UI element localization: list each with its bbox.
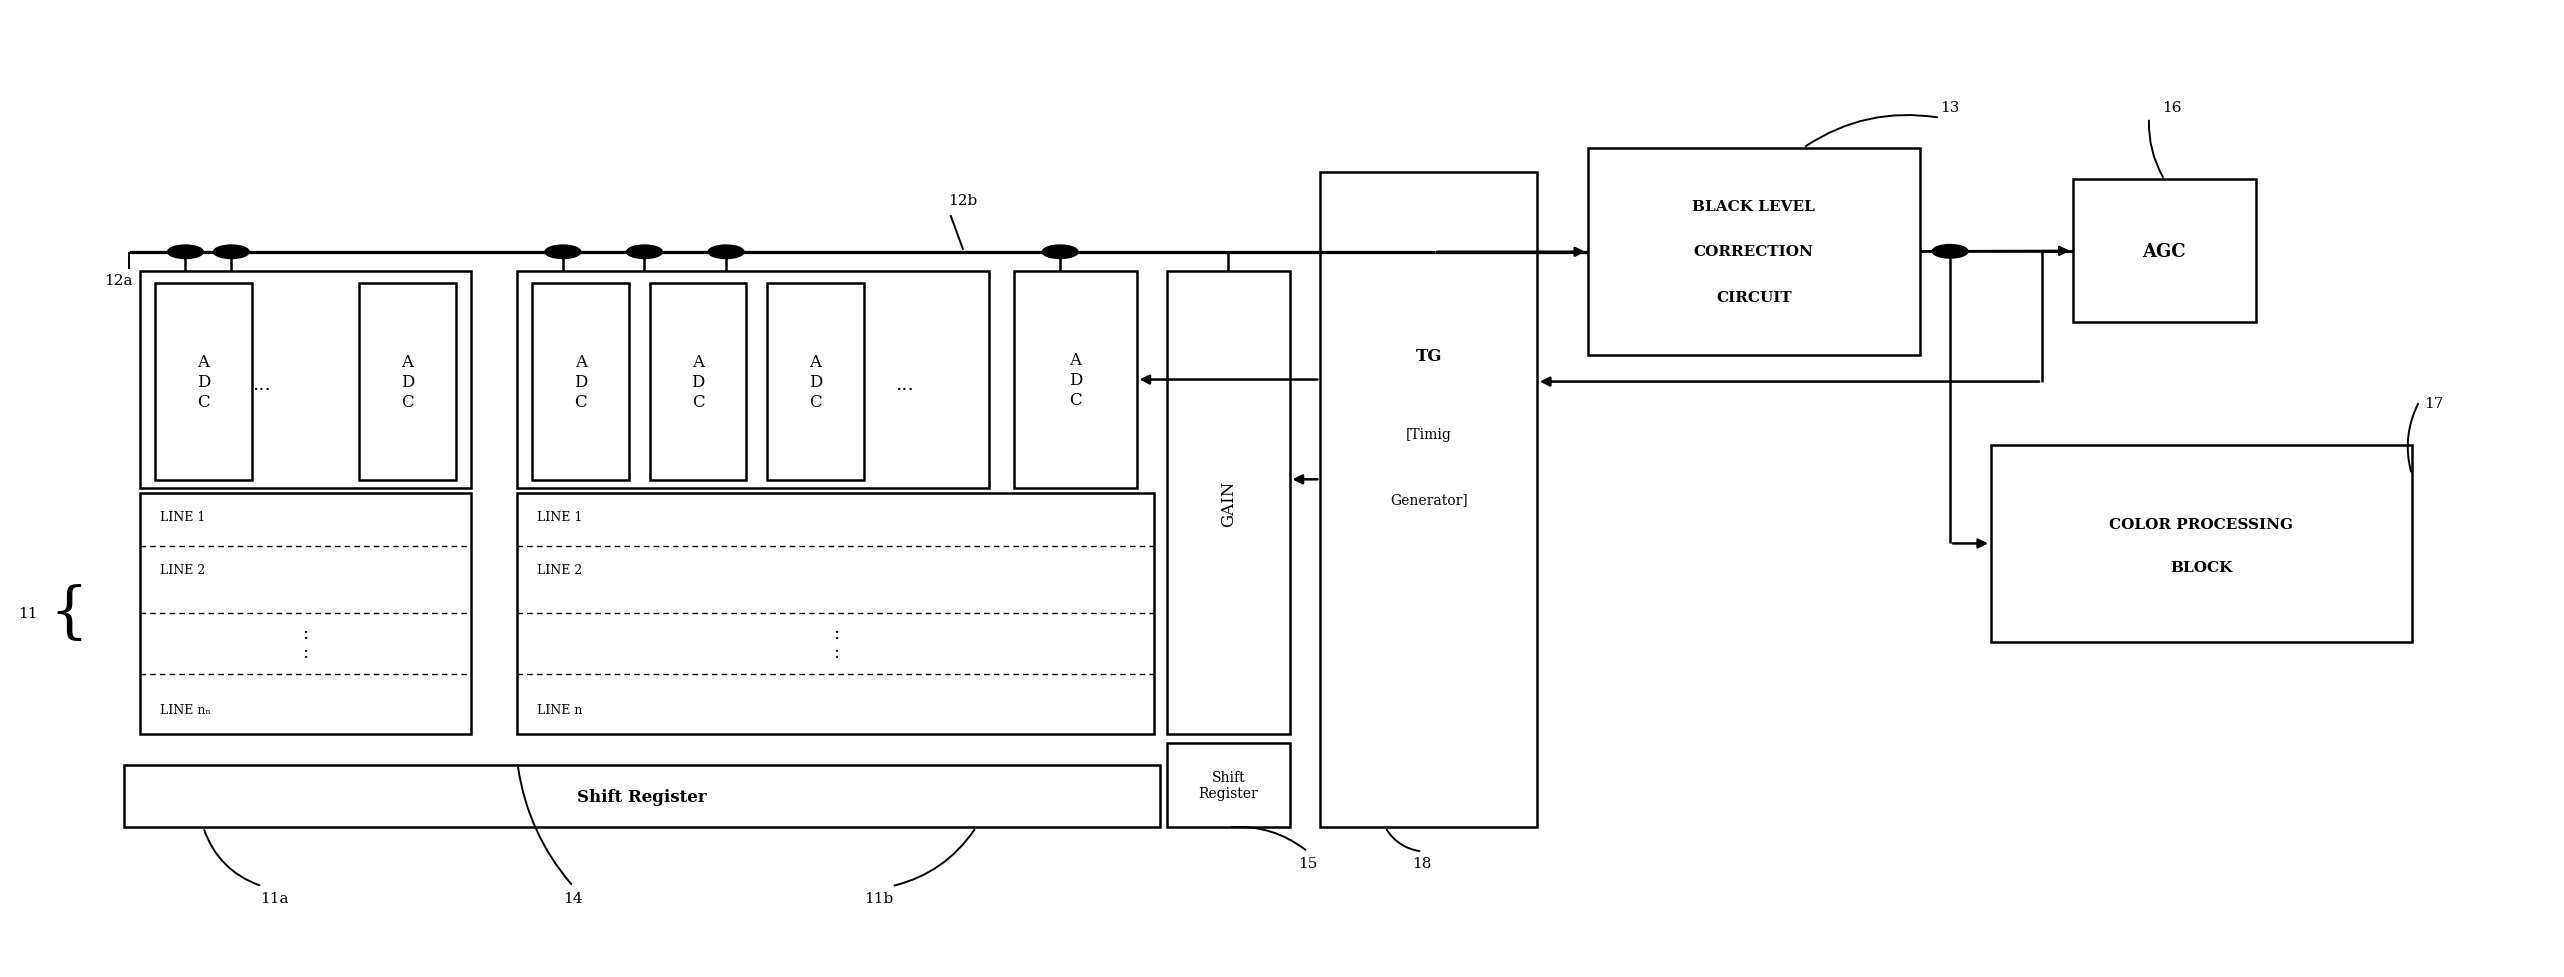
Text: 11a: 11a [262, 891, 290, 905]
Circle shape [213, 246, 249, 259]
Bar [1320, 173, 1536, 828]
Text: 11: 11 [18, 607, 38, 620]
Text: 16: 16 [2161, 101, 2182, 115]
Bar [123, 765, 1159, 828]
Text: LINE nₙ: LINE nₙ [159, 703, 210, 717]
Text: LINE 1: LINE 1 [159, 511, 205, 524]
Text: 11b: 11b [864, 891, 895, 905]
Bar [138, 493, 472, 734]
Circle shape [626, 246, 662, 259]
Text: :: : [833, 624, 838, 642]
Text: GAIN: GAIN [1220, 480, 1236, 526]
Bar [1587, 149, 1920, 356]
Bar [359, 283, 456, 481]
Text: :: : [303, 624, 308, 642]
Text: A
D
C: A D C [574, 354, 587, 410]
Text: Shift Register: Shift Register [577, 787, 708, 805]
Text: 13: 13 [1941, 101, 1959, 115]
Text: BLACK LEVEL: BLACK LEVEL [1692, 199, 1815, 214]
Text: 12a: 12a [105, 274, 133, 287]
Text: :: : [833, 643, 838, 661]
Text: BLOCK: BLOCK [2169, 561, 2233, 574]
Text: Generator]: Generator] [1390, 493, 1467, 507]
Text: :: : [303, 643, 308, 661]
Text: TG: TG [1415, 348, 1441, 364]
Text: A
D
C: A D C [197, 354, 210, 410]
Text: LINE 1: LINE 1 [538, 511, 582, 524]
Bar [1167, 743, 1290, 828]
Bar [138, 272, 472, 488]
Bar [533, 283, 628, 481]
Circle shape [546, 246, 579, 259]
Text: COLOR PROCESSING: COLOR PROCESSING [2110, 517, 2292, 531]
Circle shape [708, 246, 744, 259]
Bar [154, 283, 251, 481]
Text: LINE 2: LINE 2 [538, 564, 582, 576]
Text: CIRCUIT: CIRCUIT [1715, 290, 1792, 305]
Text: 17: 17 [2426, 397, 2443, 410]
Text: ...: ... [895, 375, 913, 394]
Text: LINE n: LINE n [538, 703, 582, 717]
Text: 12b: 12b [949, 194, 977, 208]
Text: 14: 14 [564, 891, 582, 905]
Text: {: { [49, 583, 90, 644]
Bar [2072, 181, 2256, 322]
Text: 15: 15 [1297, 857, 1318, 871]
Circle shape [1933, 245, 1969, 259]
Bar [518, 493, 1154, 734]
Text: ...: ... [254, 375, 272, 394]
Bar [1990, 446, 2413, 643]
Text: A
D
C: A D C [808, 354, 823, 410]
Text: LINE 2: LINE 2 [159, 564, 205, 576]
Bar [767, 283, 864, 481]
Text: CORRECTION: CORRECTION [1695, 245, 1813, 259]
Circle shape [1044, 246, 1077, 259]
Circle shape [167, 246, 203, 259]
Bar [649, 283, 746, 481]
Text: Shift
Register: Shift Register [1197, 770, 1259, 800]
Text: 18: 18 [1413, 857, 1431, 871]
Text: AGC: AGC [2144, 242, 2187, 261]
Text: [Timig: [Timig [1405, 428, 1451, 442]
Text: A
D
C: A D C [692, 354, 705, 410]
Bar [518, 272, 990, 488]
Bar [1167, 272, 1290, 734]
Bar [1015, 272, 1136, 488]
Text: A
D
C: A D C [1069, 352, 1082, 408]
Text: A
D
C: A D C [400, 354, 413, 410]
